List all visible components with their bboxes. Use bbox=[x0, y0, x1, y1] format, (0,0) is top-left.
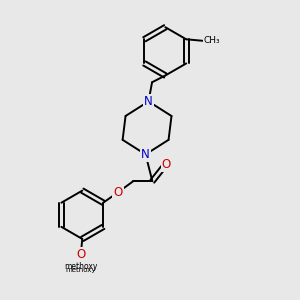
Text: O: O bbox=[162, 158, 171, 171]
Text: N: N bbox=[144, 95, 153, 108]
Text: N: N bbox=[141, 148, 150, 161]
Text: O: O bbox=[76, 248, 86, 261]
Text: O: O bbox=[76, 248, 86, 261]
Text: CH₃: CH₃ bbox=[204, 36, 220, 45]
Text: O: O bbox=[113, 186, 122, 199]
Text: methoxy: methoxy bbox=[64, 262, 98, 271]
Text: methoxy: methoxy bbox=[65, 268, 95, 274]
